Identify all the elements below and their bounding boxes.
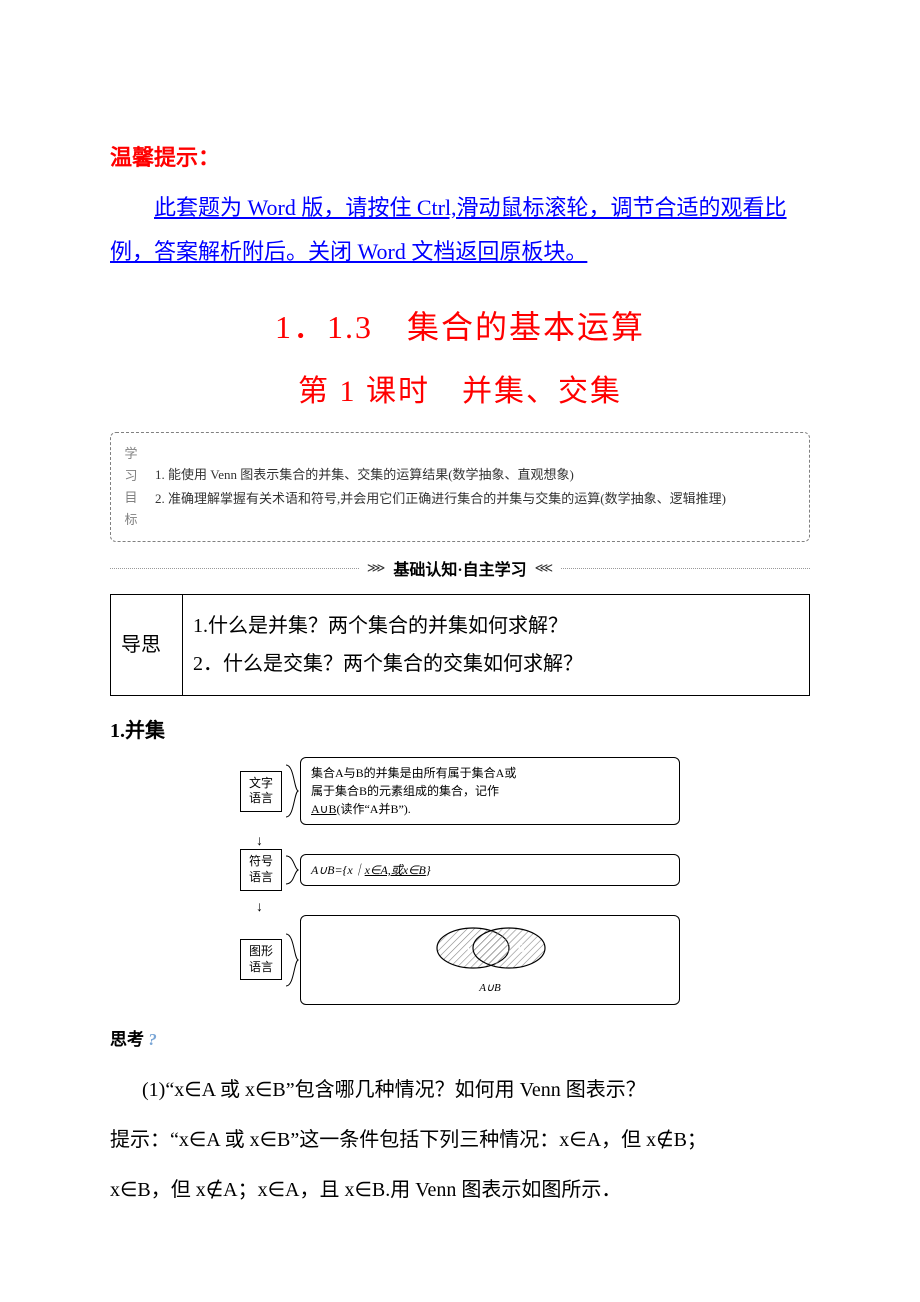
think-label: 思考 ? [110,1025,810,1050]
venn-figure: A B A∪B [300,915,680,1006]
subsection-heading: 1.并集 [110,714,810,743]
main-title: 1．1.3 集合的基本运算 [110,302,810,348]
down-arrow-icon: ↓ [256,901,680,915]
diagram-row-figure: 图形语言 A B A∪B [240,915,680,1006]
venn-label-b: B [517,941,525,955]
guide-q2: 2．什么是交集？两个集合的交集如何求解？ [193,645,799,683]
diagram-text-definition: 集合A与B的并集是由所有属于集合A或 属于集合B的元素组成的集合，记作 A∪B(… [300,757,680,825]
paragraph: (1)“x∈A 或 x∈B”包含哪几种情况？如何用 Venn 图表示？ [110,1068,810,1112]
divider-label: 基础认知·自主学习 [393,556,526,580]
down-arrow-icon: ↓ [256,835,680,849]
guide-questions-cell: 1.什么是并集？两个集合的并集如何求解？ 2．什么是交集？两个集合的交集如何求解… [183,595,810,696]
bracket-icon [282,763,300,819]
section-divider: ⋙ 基础认知·自主学习 ⋘ [110,556,810,580]
venn-label-a: A [462,941,471,955]
objectives-list: 1. 能使用 Venn 图表示集合的并集、交集的运算结果(数学抽象、直观想象) … [155,463,795,512]
venn-caption: A∪B [479,980,501,997]
diagram-row-text: 文字语言 集合A与B的并集是由所有属于集合A或 属于集合B的元素组成的集合，记作… [240,757,680,825]
diagram-symbol-definition: A∪B={x｜x∈A,或x∈B} [300,854,680,886]
diagram-label-text-lang: 文字语言 [240,771,282,812]
guide-label-cell: 导思 [111,595,183,696]
venn-union-icon: A B [415,924,565,980]
bracket-icon [282,932,300,988]
diagram-label-figure-lang: 图形语言 [240,939,282,980]
guide-q1: 1.什么是并集？两个集合的并集如何求解？ [193,607,799,645]
bracket-icon [282,854,300,886]
guide-question-table: 导思 1.什么是并集？两个集合的并集如何求解？ 2．什么是交集？两个集合的交集如… [110,594,810,696]
objectives-left-label: 学习目标 [119,443,143,531]
tip-header: 温馨提示： [110,140,810,172]
divider-deco-right: ⋘ [535,560,554,576]
question-icon: ? [148,1030,157,1049]
tip-body: 此套题为 Word 版，请按住 Ctrl,滑动鼠标滚轮，调节合适的观看比例，答案… [110,186,810,274]
divider-deco-left: ⋙ [367,560,386,576]
objective-item: 1. 能使用 Venn 图表示集合的并集、交集的运算结果(数学抽象、直观想象) [155,463,795,488]
objective-item: 2. 准确理解掌握有关术语和符号,并会用它们正确进行集合的并集与交集的运算(数学… [155,487,795,512]
paragraph: x∈B，但 x∉A；x∈A，且 x∈B.用 Venn 图表示如图所示． [110,1168,810,1212]
paragraph: 提示：“x∈A 或 x∈B”这一条件包括下列三种情况：x∈A，但 x∉B； [110,1118,810,1162]
union-definition-diagram: 文字语言 集合A与B的并集是由所有属于集合A或 属于集合B的元素组成的集合，记作… [240,757,680,1005]
sub-title: 第 1 课时 并集、交集 [110,366,810,410]
learning-objectives-box: 学习目标 1. 能使用 Venn 图表示集合的并集、交集的运算结果(数学抽象、直… [110,432,810,542]
diagram-label-symbol-lang: 符号语言 [240,849,282,890]
diagram-row-symbol: 符号语言 A∪B={x｜x∈A,或x∈B} [240,849,680,890]
